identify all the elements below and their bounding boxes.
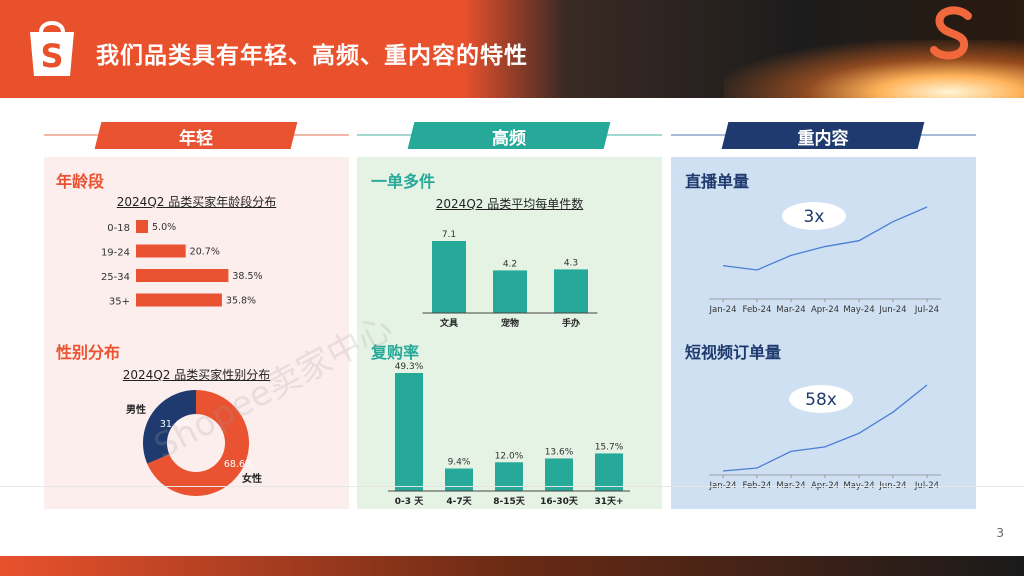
age-value-label: 5.0% <box>152 222 176 233</box>
multi-bar <box>493 270 527 313</box>
live-orders-line-chart: Jan-24 Feb-24 Mar-24 Apr-24 May-24 Jun-24 Jul-… <box>709 202 941 315</box>
section-title-gender: 性别分布 <box>56 343 121 362</box>
gender-value-label: 31.4% <box>160 419 190 430</box>
panel-young: 年龄段 2024Q2 品类买家年龄段分布 0-18 5.0% 19-24 20.7% 2… <box>44 157 349 509</box>
multi-bar <box>554 269 588 313</box>
video-series-line <box>722 384 928 472</box>
shopee-bag-logo-icon: S <box>30 21 74 76</box>
live-series-line <box>722 206 928 271</box>
repurchase-bar <box>445 468 473 491</box>
section-title-multi: 一单多件 <box>371 172 436 191</box>
page-title: 我们品类具有年轻、高频、重内容的特性 <box>96 43 528 69</box>
repurchase-value-label: 13.6% <box>545 447 574 457</box>
age-bar-chart: 0-18 5.0% 19-24 20.7% 25-34 38.5% 35+ 35.8% <box>101 220 263 308</box>
age-bar <box>136 244 186 258</box>
age-category-label: 35+ <box>109 297 130 308</box>
repurchase-value-label: 12.0% <box>495 451 524 461</box>
age-category-label: 25-34 <box>101 272 130 283</box>
repurchase-bar <box>395 373 423 491</box>
age-category-label: 0-18 <box>107 223 130 234</box>
chart-title-multi: 2024Q2 品类平均每单件数 <box>435 197 584 211</box>
gender-slice <box>147 390 249 496</box>
footer-bar <box>0 556 1024 576</box>
multi-category-label: 宠物 <box>501 317 519 329</box>
section-title-video: 短视频订单量 <box>685 343 782 362</box>
multi-category-label: 文具 <box>439 317 458 329</box>
gender-slice <box>143 390 196 464</box>
repurchase-category-label: 4-7天 <box>446 496 472 507</box>
live-tick-label: May-24 <box>843 305 874 315</box>
live-badge-bubble <box>782 202 846 230</box>
multi-category-label: 手办 <box>562 317 580 329</box>
gender-category-label: 女性 <box>242 472 262 485</box>
header-banner: S 我们品类具有年轻、高频、重内容的特性 <box>0 0 1024 98</box>
age-bar <box>136 293 222 307</box>
footer-divider <box>0 486 1024 487</box>
gender-category-label: 男性 <box>126 403 146 416</box>
age-value-label: 38.5% <box>232 271 262 282</box>
column-header-label: 高频 <box>492 129 526 149</box>
column-header-content: 重内容 <box>671 120 976 150</box>
age-value-label: 35.8% <box>226 296 256 307</box>
age-bar <box>136 269 229 282</box>
video-orders-line-chart: Jan-24 Feb-24 Mar-24 Apr-24 May-24 Jun-24 Jul-… <box>709 384 941 491</box>
repurchase-value-label: 49.3% <box>395 362 424 372</box>
section-title-live: 直播单量 <box>685 172 750 191</box>
repurchase-category-label: 0-3 天 <box>395 496 424 507</box>
gender-value-label: 68.6% <box>224 459 254 470</box>
chart-title-age: 2024Q2 品类买家年龄段分布 <box>116 195 277 209</box>
live-tick-label: Apr-24 <box>811 305 839 315</box>
live-badge-label: 3x <box>804 207 825 227</box>
multi-bar <box>432 241 466 313</box>
video-badge-bubble <box>789 385 853 413</box>
header-light-glow <box>724 40 1024 98</box>
live-tick-label: Mar-24 <box>776 305 805 315</box>
live-tick-label: Feb-24 <box>743 305 772 315</box>
age-value-label: 20.7% <box>190 247 220 258</box>
age-category-label: 19-24 <box>101 248 130 259</box>
live-tick-label: Jul-24 <box>914 305 939 315</box>
live-tick-label: Jun-24 <box>878 305 906 315</box>
video-badge-label: 58x <box>805 390 837 410</box>
page-number: 3 <box>996 526 1004 540</box>
column-header-label: 重内容 <box>797 129 849 149</box>
svg-text:S: S <box>40 37 63 75</box>
multi-value-label: 4.3 <box>564 258 578 268</box>
multi-value-label: 4.2 <box>503 259 517 269</box>
column-header-label: 年轻 <box>179 129 213 149</box>
section-title-repurchase: 复购率 <box>371 343 420 362</box>
panel-content: 直播单量 Jan-24 Feb-24 Mar-24 Apr-24 May-24 Jun-2… <box>671 157 976 509</box>
column-header-frequent: 高频 <box>357 120 662 150</box>
shopee-s-emblem-icon <box>930 6 972 60</box>
repurchase-category-label: 16-30天 <box>540 496 579 507</box>
section-title-age: 年龄段 <box>56 172 105 191</box>
age-bar <box>136 220 148 233</box>
chart-title-gender: 2024Q2 品类买家性别分布 <box>122 368 271 382</box>
repurchase-bar-chart: 49.3% 0-3 天 9.4% 4-7天 12.0% 8-15天 13.6% 16-30天 1… <box>388 362 630 507</box>
panel-frequent: 一单多件 2024Q2 品类平均每单件数 7.1 文具 4.2 宠物 4.3 手办 复购率… <box>357 157 662 509</box>
repurchase-category-label: 31天+ <box>594 496 623 507</box>
column-header-young: 年轻 <box>44 120 349 150</box>
multi-value-label: 7.1 <box>442 230 456 240</box>
repurchase-category-label: 8-15天 <box>493 496 526 507</box>
items-per-order-bar-chart: 7.1 文具 4.2 宠物 4.3 手办 <box>422 230 598 329</box>
repurchase-bar <box>595 453 623 491</box>
repurchase-value-label: 9.4% <box>448 458 471 468</box>
repurchase-bar <box>545 458 573 491</box>
repurchase-value-label: 15.7% <box>595 442 624 452</box>
live-tick-label: Jan-24 <box>709 305 737 315</box>
